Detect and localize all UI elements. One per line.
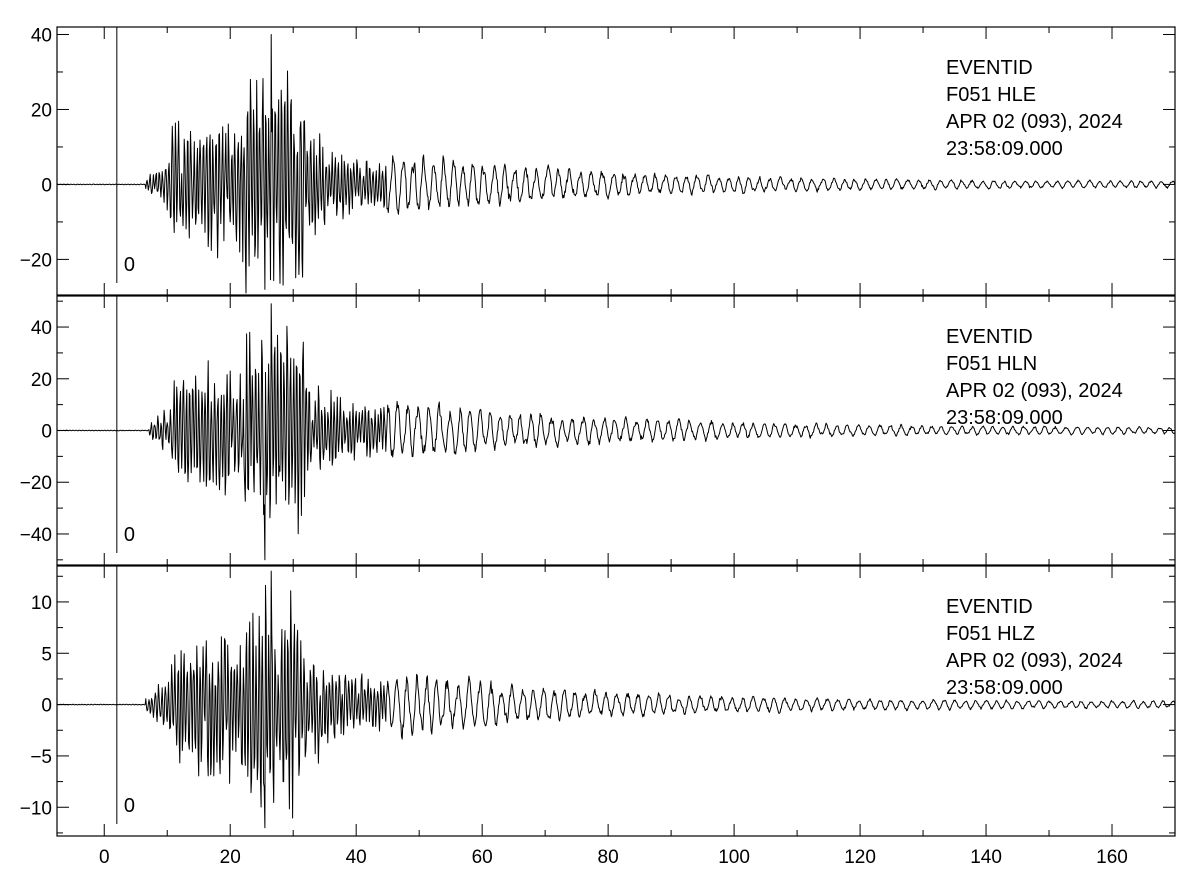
y-tick-label: 20 [31, 100, 52, 121]
x-tick-label: 160 [1096, 847, 1128, 868]
x-tick-label: 80 [598, 847, 619, 868]
y-tick-label: 0 [41, 175, 52, 196]
y-tick-label: 0 [41, 422, 52, 443]
y-tick-label: 40 [31, 318, 52, 339]
trace-hle [57, 34, 1176, 294]
pick-marker-label: 0 [124, 795, 135, 817]
info-line-3: 23:58:09.000 [946, 138, 1063, 160]
panel-hle: −20 0 20 40 0 EVENTID F051 HLE APR 02 (093), 20… [20, 25, 1176, 296]
y-tick-label: −20 [20, 473, 52, 494]
x-tick-label: 100 [718, 847, 750, 868]
info-line-2: APR 02 (093), 2024 [946, 380, 1123, 402]
y-tick-label: −5 [30, 747, 52, 768]
x-tick-label: 0 [99, 847, 110, 868]
pick-marker-label: 0 [124, 254, 135, 276]
x-tick-label: 120 [844, 847, 876, 868]
info-line-0: EVENTID [946, 326, 1033, 348]
panel-frame [56, 565, 1176, 837]
panel-hlz: −10 −5 0 5 10 0 EVENTID F051 HLZ APR 02 (093), 2… [20, 565, 1176, 837]
x-tick-label: 40 [346, 847, 367, 868]
x-tick-label: 140 [970, 847, 1002, 868]
y-tick-label: 0 [41, 696, 52, 717]
seismogram-panels: −20 0 20 40 0 EVENTID F051 HLE APR 02 (093), 20… [20, 25, 1176, 837]
y-tick-label: −40 [20, 525, 52, 546]
y-tick-label: −10 [20, 798, 52, 819]
info-line-2: APR 02 (093), 2024 [946, 111, 1123, 133]
info-line-3: 23:58:09.000 [946, 677, 1063, 699]
info-line-1: F051 HLN [946, 353, 1037, 375]
info-line-2: APR 02 (093), 2024 [946, 650, 1123, 672]
panel-hln: −40 −20 0 20 40 0 EVENTID F051 HLN APR 02 (093),… [20, 295, 1176, 566]
trace-hlz [57, 570, 1176, 829]
y-tick-label: 5 [41, 644, 52, 665]
x-tick-label: 60 [472, 847, 493, 868]
info-line-1: F051 HLZ [946, 623, 1035, 645]
x-tick-label: 20 [220, 847, 241, 868]
pick-marker-label: 0 [124, 524, 135, 546]
time-axis: 0 20 40 60 80 100 120 140 160 [99, 27, 1176, 868]
y-tick-label: 10 [31, 593, 52, 614]
y-tick-label: 20 [31, 370, 52, 391]
info-line-0: EVENTID [946, 596, 1033, 618]
info-line-1: F051 HLE [946, 84, 1036, 106]
panel-frame [56, 26, 1176, 296]
y-tick-label: −20 [20, 250, 52, 271]
trace-hln [57, 303, 1176, 561]
info-line-0: EVENTID [946, 57, 1033, 79]
info-line-3: 23:58:09.000 [946, 407, 1063, 429]
y-tick-label: 40 [31, 25, 52, 46]
